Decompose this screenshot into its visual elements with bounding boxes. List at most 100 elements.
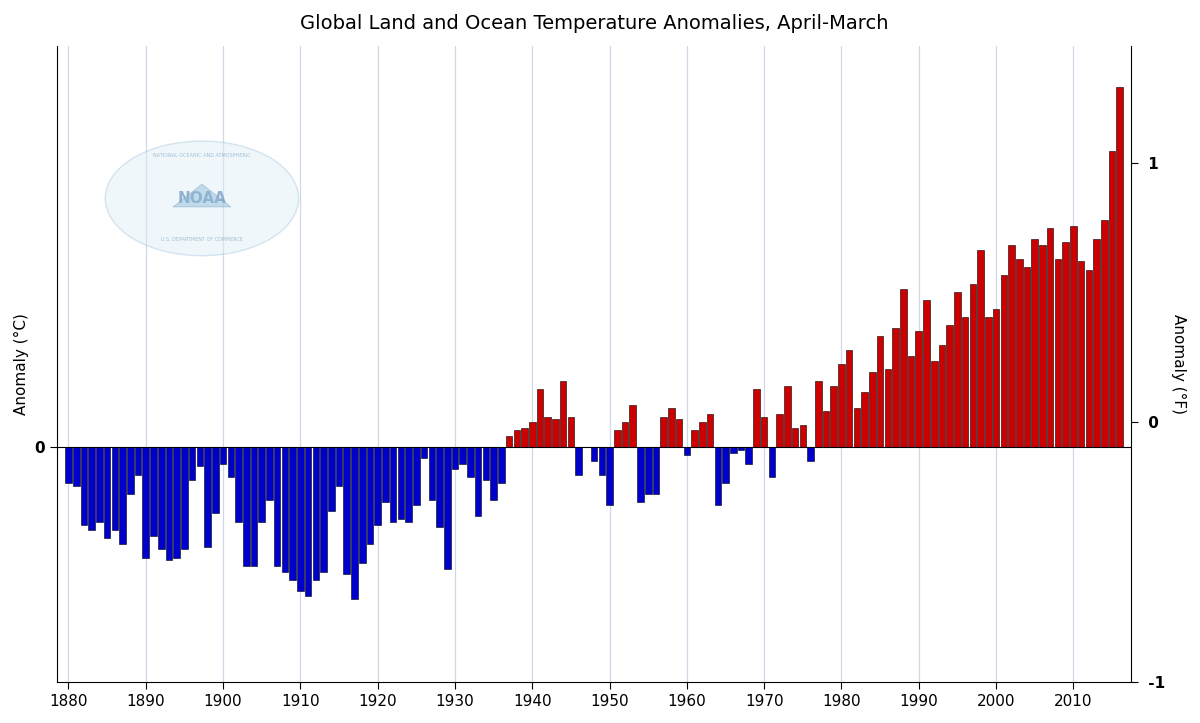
Bar — [653, 447, 659, 494]
Y-axis label: Anomaly (°C): Anomaly (°C) — [14, 313, 29, 415]
Bar — [630, 406, 636, 447]
Bar — [707, 414, 713, 447]
Bar — [437, 447, 443, 527]
Bar — [119, 447, 126, 544]
Bar — [274, 447, 281, 566]
Bar — [614, 430, 620, 447]
Bar — [1032, 239, 1038, 447]
Bar — [228, 447, 234, 477]
Bar — [212, 447, 218, 513]
Bar — [197, 447, 203, 466]
Bar — [1070, 226, 1076, 447]
Text: U.S. DEPARTMENT OF COMMERCE: U.S. DEPARTMENT OF COMMERCE — [161, 237, 242, 242]
Bar — [96, 447, 103, 522]
Bar — [923, 300, 930, 447]
Bar — [251, 447, 257, 566]
Bar — [808, 447, 814, 461]
Bar — [622, 422, 629, 447]
Bar — [289, 447, 296, 580]
Bar — [745, 447, 752, 463]
Bar — [784, 386, 791, 447]
Bar — [181, 447, 187, 549]
Bar — [676, 419, 683, 447]
Bar — [900, 289, 907, 447]
Bar — [838, 364, 845, 447]
Bar — [529, 422, 535, 447]
Bar — [668, 408, 674, 447]
Bar — [792, 427, 798, 447]
Bar — [884, 369, 892, 447]
Bar — [336, 447, 342, 486]
Bar — [560, 380, 566, 447]
Bar — [684, 447, 690, 455]
Bar — [992, 309, 1000, 447]
Bar — [1055, 259, 1061, 447]
Bar — [575, 447, 582, 475]
Bar — [451, 447, 458, 469]
Bar — [65, 447, 72, 483]
Bar — [374, 447, 380, 524]
Bar — [150, 447, 157, 536]
Bar — [475, 447, 481, 516]
Bar — [1016, 259, 1022, 447]
Polygon shape — [173, 184, 230, 207]
Bar — [521, 427, 528, 447]
Bar — [460, 447, 466, 463]
Bar — [428, 447, 436, 500]
Bar — [174, 447, 180, 557]
Text: NOAA: NOAA — [178, 191, 227, 206]
Bar — [367, 447, 373, 544]
Bar — [220, 447, 227, 463]
Bar — [498, 447, 505, 483]
Bar — [947, 325, 953, 447]
Bar — [970, 283, 976, 447]
Bar — [112, 447, 118, 530]
Bar — [127, 447, 133, 494]
Bar — [1046, 228, 1054, 447]
Bar — [823, 411, 829, 447]
Bar — [830, 386, 838, 447]
Bar — [799, 425, 806, 447]
Bar — [869, 372, 876, 447]
Bar — [776, 414, 782, 447]
Bar — [606, 447, 613, 505]
Bar — [853, 408, 860, 447]
Bar — [1078, 262, 1085, 447]
Bar — [1024, 267, 1031, 447]
Bar — [258, 447, 265, 522]
Bar — [312, 447, 319, 580]
Bar — [700, 422, 706, 447]
Bar — [382, 447, 389, 502]
Bar — [1039, 245, 1045, 447]
Bar — [298, 447, 304, 591]
Bar — [1109, 151, 1115, 447]
Bar — [506, 436, 512, 447]
Bar — [352, 447, 358, 599]
Bar — [846, 350, 852, 447]
Bar — [1001, 275, 1007, 447]
Bar — [1116, 87, 1123, 447]
Text: NATIONAL OCEANIC AND ATMOSPHERIC: NATIONAL OCEANIC AND ATMOSPHERIC — [154, 153, 251, 158]
Bar — [134, 447, 142, 475]
Bar — [73, 447, 79, 486]
Bar — [266, 447, 272, 500]
Bar — [444, 447, 450, 569]
Bar — [568, 416, 575, 447]
Bar — [938, 345, 946, 447]
Bar — [514, 430, 520, 447]
Bar — [545, 416, 551, 447]
Bar — [467, 447, 474, 477]
Bar — [893, 328, 899, 447]
Bar — [166, 447, 173, 560]
Bar — [985, 317, 991, 447]
Circle shape — [106, 141, 299, 256]
Bar — [104, 447, 110, 539]
Bar — [1093, 239, 1100, 447]
Bar — [730, 447, 737, 453]
Bar — [328, 447, 335, 510]
Bar — [305, 447, 311, 596]
Bar — [815, 380, 822, 447]
Bar — [714, 447, 721, 505]
Bar — [1102, 220, 1108, 447]
Bar — [691, 430, 698, 447]
